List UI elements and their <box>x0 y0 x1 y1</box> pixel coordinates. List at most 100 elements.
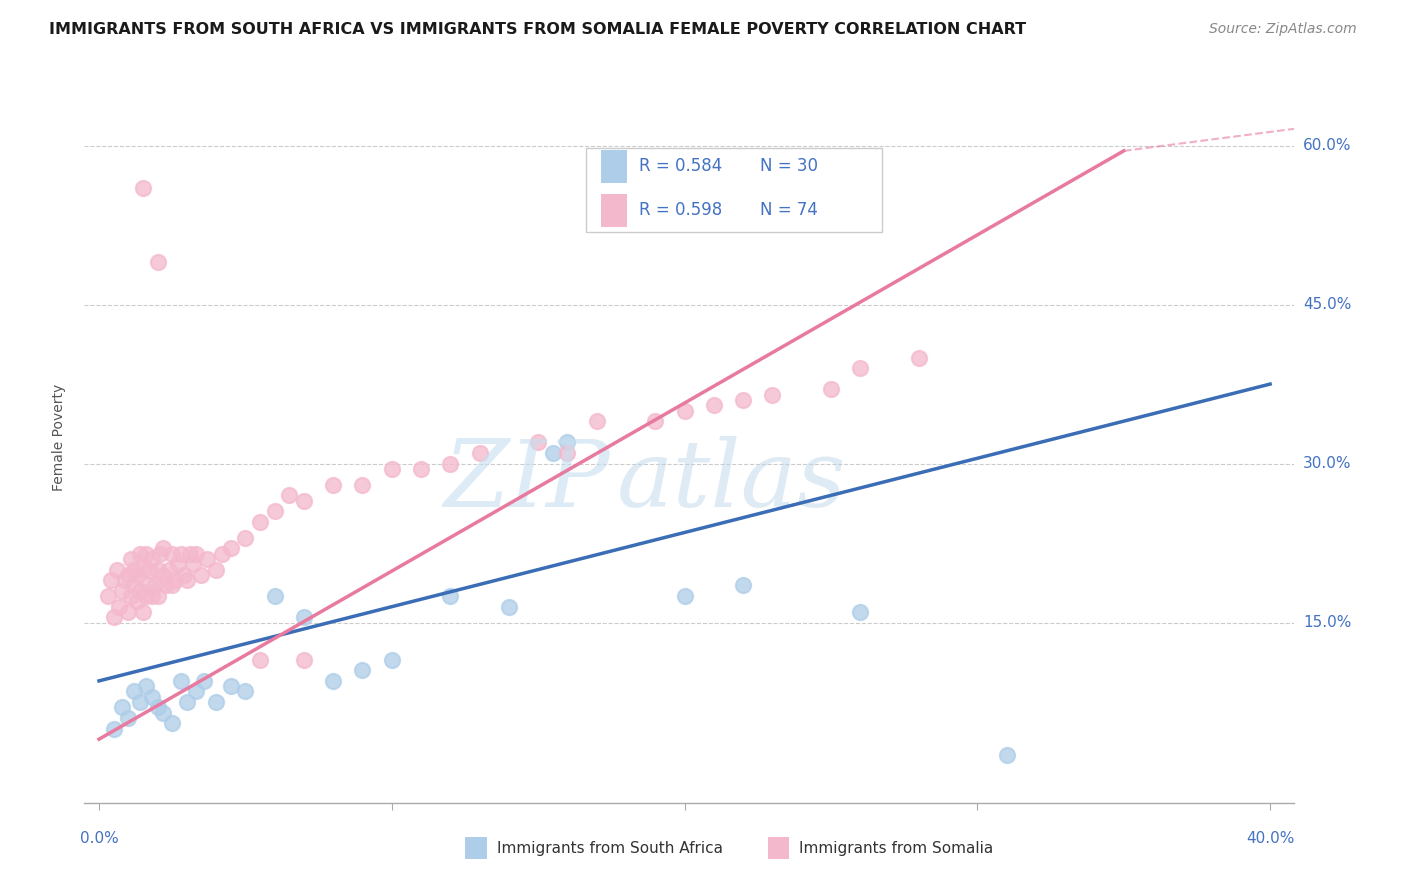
Point <box>125 594 148 608</box>
Point <box>205 695 228 709</box>
Point <box>733 392 755 407</box>
Point <box>105 563 128 577</box>
Point <box>292 493 315 508</box>
Point <box>138 578 160 592</box>
Point <box>190 567 212 582</box>
Text: N = 74: N = 74 <box>761 202 818 219</box>
Point <box>219 541 242 556</box>
Point <box>170 673 193 688</box>
Point <box>170 547 193 561</box>
Text: 60.0%: 60.0% <box>1303 138 1351 153</box>
Point <box>122 684 145 698</box>
Text: ZIP: ZIP <box>444 436 610 526</box>
Point <box>141 690 163 704</box>
Point <box>381 653 404 667</box>
Point <box>152 706 174 720</box>
Point <box>292 610 315 624</box>
Point <box>165 573 187 587</box>
Bar <box>465 838 486 859</box>
Point <box>129 547 152 561</box>
Point <box>193 673 215 688</box>
Point <box>195 552 218 566</box>
Point <box>141 552 163 566</box>
Point <box>146 700 169 714</box>
Point <box>849 605 872 619</box>
Point <box>149 547 172 561</box>
Point <box>211 547 233 561</box>
Point <box>235 684 257 698</box>
Point <box>160 547 183 561</box>
Text: 45.0%: 45.0% <box>1303 297 1351 312</box>
Point <box>152 541 174 556</box>
Point <box>97 589 120 603</box>
Point <box>176 573 198 587</box>
Text: R = 0.598: R = 0.598 <box>640 202 723 219</box>
Point <box>278 488 301 502</box>
Point <box>120 552 142 566</box>
Text: R = 0.584: R = 0.584 <box>640 158 723 176</box>
Point <box>352 477 374 491</box>
Text: 0.0%: 0.0% <box>80 830 118 846</box>
Point <box>184 684 207 698</box>
Point <box>125 567 148 582</box>
Point <box>155 578 177 592</box>
Bar <box>600 194 627 227</box>
Point <box>129 583 152 598</box>
Point <box>173 567 195 582</box>
FancyBboxPatch shape <box>586 148 883 232</box>
Point <box>527 435 550 450</box>
Point <box>176 695 198 709</box>
Point <box>103 722 125 736</box>
Text: IMMIGRANTS FROM SOUTH AFRICA VS IMMIGRANTS FROM SOMALIA FEMALE POVERTY CORRELATI: IMMIGRANTS FROM SOUTH AFRICA VS IMMIGRAN… <box>49 22 1026 37</box>
Bar <box>768 838 789 859</box>
Point <box>235 531 257 545</box>
Point <box>820 383 842 397</box>
Point <box>146 255 169 269</box>
Point <box>111 583 134 598</box>
Point <box>557 435 579 450</box>
Text: Immigrants from South Africa: Immigrants from South Africa <box>496 840 723 855</box>
Point <box>167 558 190 572</box>
Point <box>103 610 125 624</box>
Point <box>468 446 491 460</box>
Point <box>703 398 725 412</box>
Point <box>160 716 183 731</box>
Point <box>263 504 285 518</box>
Point <box>117 605 139 619</box>
Point <box>117 711 139 725</box>
Point <box>132 181 155 195</box>
Point <box>439 457 461 471</box>
Point <box>117 567 139 582</box>
Point <box>141 589 163 603</box>
Point <box>263 589 285 603</box>
Point <box>644 414 666 428</box>
Text: atlas: atlas <box>616 436 846 526</box>
Point <box>907 351 929 365</box>
Point <box>111 700 134 714</box>
Point <box>219 679 242 693</box>
Point <box>135 547 157 561</box>
Point <box>352 663 374 677</box>
Point <box>135 589 157 603</box>
Text: 40.0%: 40.0% <box>1246 830 1295 846</box>
Point <box>557 446 579 460</box>
Point <box>585 414 607 428</box>
Text: 15.0%: 15.0% <box>1303 615 1351 630</box>
Point <box>498 599 520 614</box>
Point <box>995 748 1018 763</box>
Point <box>152 567 174 582</box>
Point <box>322 673 344 688</box>
Text: N = 30: N = 30 <box>761 158 818 176</box>
Bar <box>600 150 627 183</box>
Point <box>129 695 152 709</box>
Point <box>122 578 145 592</box>
Point <box>673 403 696 417</box>
Point <box>146 563 169 577</box>
Point <box>249 653 271 667</box>
Point <box>138 563 160 577</box>
Point <box>122 563 145 577</box>
Point <box>381 462 404 476</box>
Point <box>108 599 131 614</box>
Point <box>100 573 122 587</box>
Point <box>292 653 315 667</box>
